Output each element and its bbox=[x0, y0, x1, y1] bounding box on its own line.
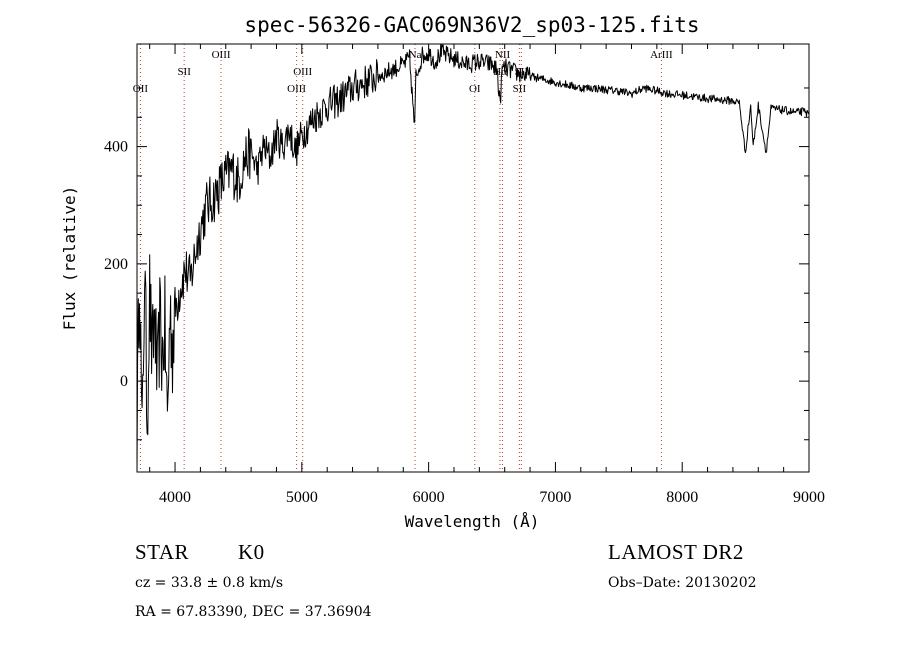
survey-label: LAMOST DR2 bbox=[608, 540, 744, 564]
y-tick-label: 200 bbox=[104, 256, 128, 273]
x-tick-label: 4000 bbox=[159, 489, 191, 506]
spectral-line-label: OIII bbox=[287, 83, 306, 95]
axis-ticks-layer: 4000 5000 6000 7000 8000 9000 0 200 400 bbox=[104, 44, 825, 506]
chart-title: spec-56326-GAC069N36V2_sp03-125.fits bbox=[244, 13, 699, 37]
spectral-line-label: OIII bbox=[293, 66, 312, 78]
coordinates-label: RA = 67.83390, DEC = 37.36904 bbox=[135, 604, 372, 620]
y-tick-label: 400 bbox=[104, 139, 128, 156]
x-tick-label: 8000 bbox=[666, 489, 698, 506]
spectral-line-label: SII bbox=[177, 66, 191, 78]
x-tick-label: 7000 bbox=[539, 489, 571, 506]
y-axis-label: Flux (relative) bbox=[60, 186, 79, 331]
spectral-line-label: NII bbox=[495, 49, 511, 61]
redshift-label: cz = 33.8 ± 0.8 km/s bbox=[135, 575, 284, 591]
x-axis-label: Wavelength (Å) bbox=[405, 512, 540, 531]
spectral-line-label: ArIII bbox=[650, 49, 673, 61]
spectral-line-label: SII bbox=[513, 83, 527, 95]
flux-series-line bbox=[136, 44, 810, 473]
object-type-label: STAR bbox=[135, 540, 189, 564]
subclass-label: K0 bbox=[238, 540, 265, 564]
x-tick-label: 5000 bbox=[286, 489, 318, 506]
spectral-line-label: OII bbox=[133, 83, 149, 95]
plot-frame bbox=[136, 43, 810, 473]
x-tick-label: 9000 bbox=[793, 489, 825, 506]
spectral-line-label: Na bbox=[409, 49, 422, 61]
spectral-line-label: OI bbox=[469, 83, 481, 95]
y-tick-label: 0 bbox=[120, 373, 128, 390]
x-tick-label: 6000 bbox=[413, 489, 445, 506]
obs-date-label: Obs–Date: 20130202 bbox=[608, 575, 757, 591]
spectral-line-label: OIII bbox=[212, 49, 231, 61]
